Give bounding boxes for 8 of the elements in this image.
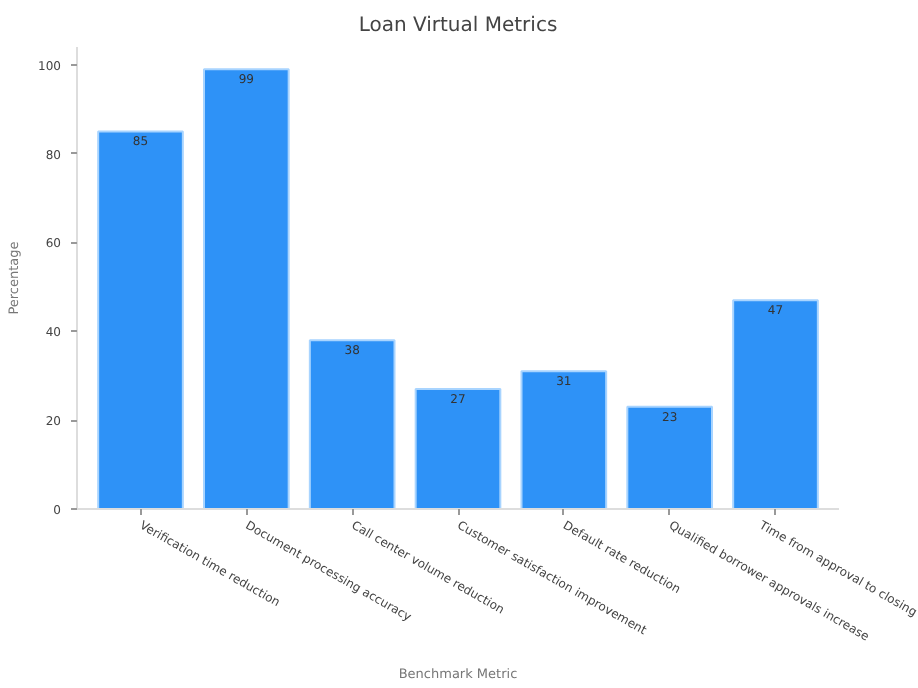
bar [732,299,819,509]
bar [203,68,290,509]
bar [308,339,396,509]
bar [414,388,502,509]
bar [626,405,713,509]
chart-title: Loan Virtual Metrics [358,15,558,37]
bar [520,370,608,509]
bar [97,130,184,509]
